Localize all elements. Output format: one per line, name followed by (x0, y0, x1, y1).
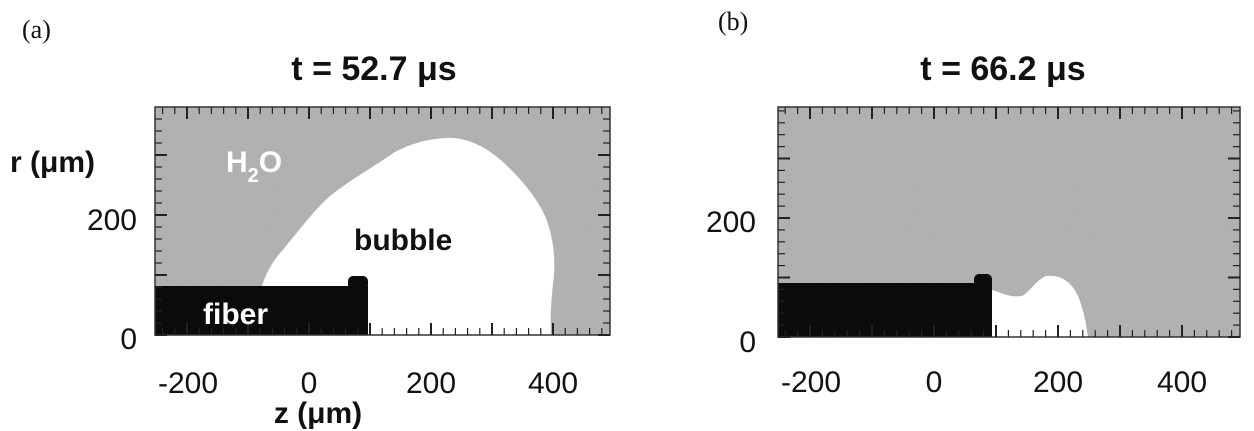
panel-b-y-tick-200: 200 (706, 206, 756, 239)
panel-a-letter: (a) (22, 15, 51, 44)
panel-a-x-tick-200: 200 (406, 367, 456, 400)
panel-b: (b) t = 66.2 μs 0 200 -200 0 200 400 (706, 7, 1240, 399)
panel-a-y-tick-0: 0 (120, 323, 137, 356)
panel-b-plot (778, 107, 1240, 337)
panel-b-fiber-tip (974, 274, 992, 288)
panel-b-y-tick-0: 0 (739, 326, 756, 359)
panel-a-x-tick-m200: -200 (158, 367, 218, 400)
panel-b-x-tick-0: 0 (926, 366, 943, 399)
panel-b-x-tick-m200: -200 (781, 366, 841, 399)
panel-a-fiber-tip (348, 276, 368, 290)
panel-b-x-tick-200: 200 (1033, 366, 1083, 399)
panel-a-y-tick-200: 200 (87, 204, 137, 237)
panel-a-y-axis-label: r (μm) (10, 146, 95, 179)
panel-b-x-tick-400: 400 (1157, 366, 1207, 399)
panel-a-fiber-label: fiber (203, 298, 268, 331)
panel-a-x-tick-400: 400 (528, 367, 578, 400)
panel-a-x-tick-0: 0 (301, 367, 318, 400)
panel-a: (a) t = 52.7 μs H2O bubble fiber 0 200 r… (10, 15, 610, 430)
panel-a-bubble-label: bubble (354, 224, 452, 257)
panel-b-letter: (b) (718, 7, 748, 36)
panel-a-x-axis-label: z (μm) (274, 397, 362, 430)
panel-a-title: t = 52.7 μs (291, 50, 456, 88)
panel-b-title: t = 66.2 μs (920, 50, 1085, 88)
